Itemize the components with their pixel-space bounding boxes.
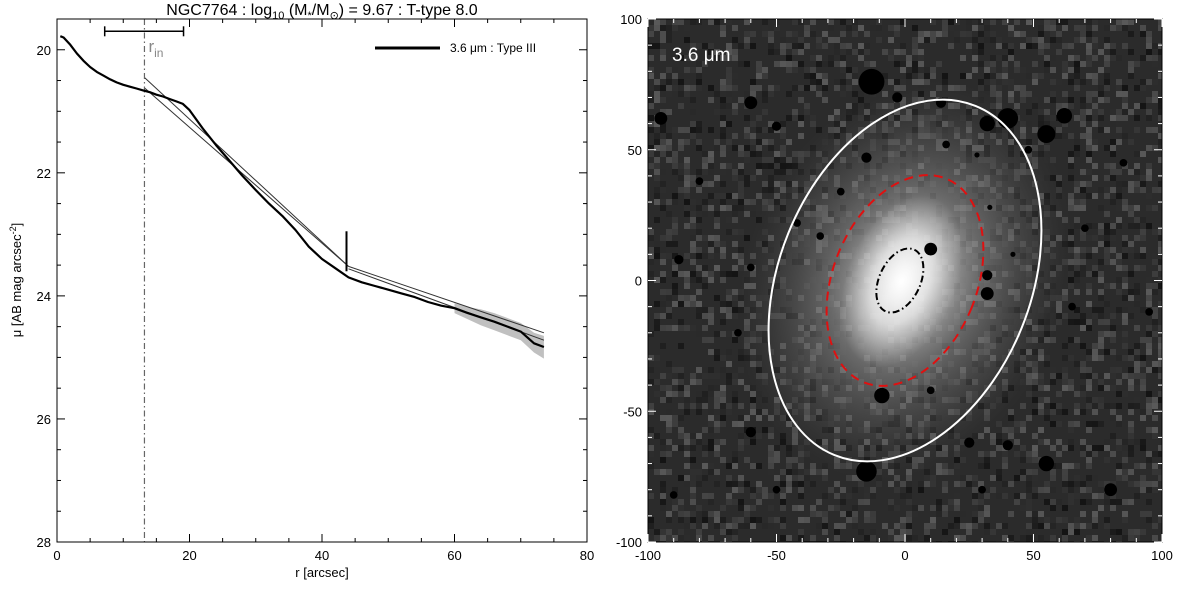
mask-blob bbox=[980, 287, 994, 301]
mask-blob bbox=[856, 461, 877, 482]
x-tick-label: 50 bbox=[1026, 548, 1040, 563]
y-tick-label: 20 bbox=[37, 43, 51, 58]
band-label: 3.6 μm bbox=[672, 45, 730, 66]
mask-blob bbox=[982, 270, 993, 281]
x-tick-label: 100 bbox=[1151, 548, 1173, 563]
mask-blob bbox=[964, 437, 975, 448]
fit-line bbox=[348, 265, 545, 334]
chart-title: NGC7764 : log10 (M*/M⊙) = 9.67 : T-type … bbox=[166, 2, 477, 22]
mask-blob bbox=[874, 387, 890, 404]
fit-line bbox=[144, 77, 349, 267]
r-in-label: rin bbox=[148, 37, 163, 60]
mask-blob bbox=[926, 386, 935, 395]
mask-blob bbox=[1145, 308, 1154, 316]
mask-blob bbox=[1024, 145, 1033, 154]
y-tick-label: -100 bbox=[616, 535, 642, 550]
mask-blob bbox=[1037, 125, 1056, 144]
x-tick-label: 0 bbox=[53, 548, 60, 563]
ellipse-inner-black bbox=[875, 247, 925, 314]
mask-blob bbox=[1010, 251, 1016, 257]
mask-blob bbox=[997, 108, 1019, 129]
x-tick-label: -50 bbox=[767, 548, 786, 563]
y-tick-label: 26 bbox=[37, 412, 51, 427]
x-tick-label: 40 bbox=[315, 548, 329, 563]
mask-blob bbox=[861, 152, 872, 163]
mask-blob bbox=[1068, 302, 1076, 311]
mask-blob bbox=[1002, 440, 1013, 451]
mask-blob bbox=[734, 328, 742, 337]
mask-blob bbox=[924, 242, 938, 256]
mask-blob bbox=[1038, 455, 1055, 472]
y-tick-label: -50 bbox=[623, 404, 642, 419]
x-axis-label: r [arcsec] bbox=[295, 565, 348, 580]
mask-blob bbox=[695, 177, 704, 185]
y-tick-label: 50 bbox=[628, 143, 642, 158]
noise-pixels bbox=[648, 19, 1162, 542]
mask-blob bbox=[987, 204, 993, 210]
mask-blob bbox=[746, 263, 755, 272]
mask-blob bbox=[942, 140, 950, 149]
x-tick-label: 60 bbox=[447, 548, 461, 563]
legend: 3.6 μm : Type III bbox=[375, 41, 536, 55]
ellipse-outer-white bbox=[767, 98, 1043, 463]
y-tick-label: 22 bbox=[37, 166, 51, 181]
legend-label: 3.6 μm : Type III bbox=[450, 41, 536, 55]
y-tick-label: 0 bbox=[635, 274, 642, 289]
mask-blob bbox=[772, 485, 781, 494]
y-axis-label: μ [AB mag arcsec-2] bbox=[8, 223, 24, 338]
x-tick-label: 80 bbox=[580, 548, 594, 563]
plot-frame bbox=[56, 18, 588, 543]
mask-blob bbox=[744, 96, 758, 110]
ellipse-break-red bbox=[825, 174, 985, 387]
y-tick-label: 24 bbox=[37, 289, 51, 304]
mask-blob bbox=[974, 152, 980, 158]
y-tick-label: 28 bbox=[37, 535, 51, 550]
mask-blob bbox=[745, 427, 756, 438]
mask-blob bbox=[1056, 108, 1073, 124]
mask-blob bbox=[858, 68, 885, 95]
mask-blob bbox=[978, 485, 986, 494]
surface-brightness-profile-panel: NGC7764 : log10 (M*/M⊙) = 9.67 : T-type … bbox=[8, 2, 594, 580]
mask-blob bbox=[816, 232, 825, 240]
mask-blob bbox=[892, 92, 903, 103]
x-tick-label: 0 bbox=[901, 548, 908, 563]
x-tick-label: -100 bbox=[635, 548, 661, 563]
mask-blob bbox=[1119, 158, 1128, 167]
mask-blob bbox=[793, 219, 801, 227]
y-tick-label: 100 bbox=[620, 12, 642, 27]
mask-blob bbox=[1104, 483, 1118, 497]
galaxy-core bbox=[840, 195, 963, 368]
mask-blob bbox=[674, 254, 684, 265]
mask-blob bbox=[654, 111, 668, 125]
x-tick-label: 20 bbox=[182, 548, 196, 563]
profile-curve bbox=[59, 35, 545, 349]
galaxy-image-panel: -100 -50 0 50 100 -100 -50 0 50 100 3.6 μm bbox=[616, 12, 1173, 563]
mask-blob bbox=[771, 121, 782, 131]
mask-blob bbox=[669, 491, 678, 499]
uncertainty-band bbox=[454, 303, 544, 359]
mask-blob bbox=[979, 115, 995, 132]
mask-blob bbox=[1081, 224, 1089, 233]
fit-line bbox=[144, 87, 349, 267]
mask-blob bbox=[836, 187, 845, 196]
